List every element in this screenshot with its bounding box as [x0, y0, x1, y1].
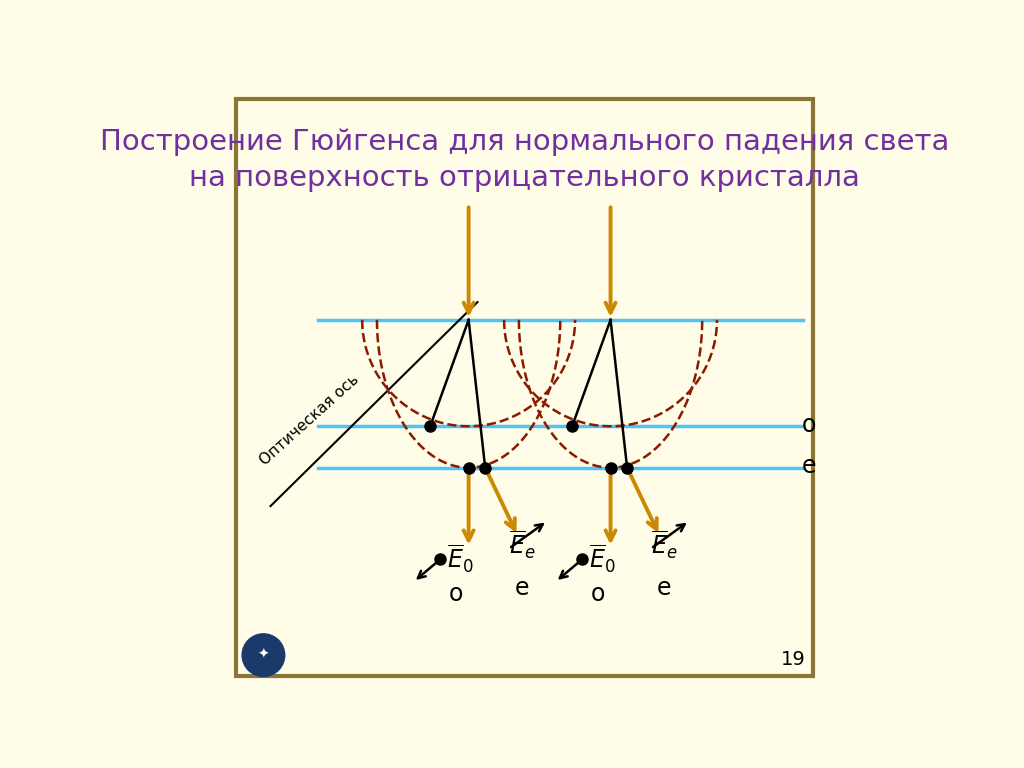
Text: $\overline{E}_0$: $\overline{E}_0$	[447, 543, 474, 575]
Text: o: o	[802, 412, 816, 436]
Text: o: o	[591, 581, 605, 606]
Text: Построение Гюйгенса для нормального падения света: Построение Гюйгенса для нормального паде…	[100, 128, 949, 157]
Text: 19: 19	[781, 650, 806, 669]
FancyBboxPatch shape	[237, 99, 813, 677]
Text: $\overline{E}_e$: $\overline{E}_e$	[651, 528, 677, 561]
Text: $\overline{E}_e$: $\overline{E}_e$	[509, 528, 536, 561]
Text: ✦: ✦	[258, 648, 269, 662]
Text: e: e	[515, 576, 529, 600]
Text: $\overline{E}_0$: $\overline{E}_0$	[589, 543, 615, 575]
Text: на поверхность отрицательного кристалла: на поверхность отрицательного кристалла	[189, 164, 860, 192]
Text: o: o	[449, 581, 463, 606]
Text: e: e	[656, 576, 671, 600]
Circle shape	[242, 634, 285, 677]
Text: e: e	[802, 454, 816, 478]
Text: Оптическая ось: Оптическая ось	[257, 372, 361, 468]
